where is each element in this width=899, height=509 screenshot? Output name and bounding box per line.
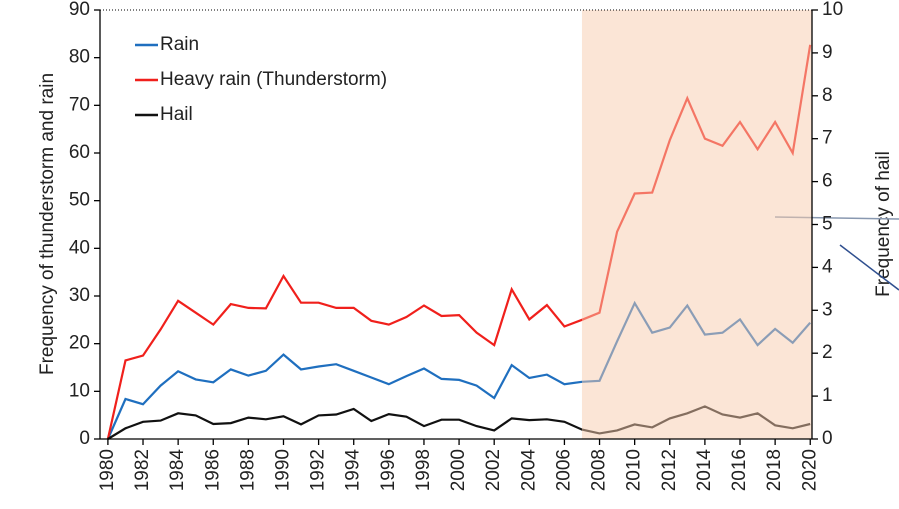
y-tick-label: 20 bbox=[69, 333, 90, 354]
legend-label: Heavy rain (Thunderstorm) bbox=[160, 69, 387, 90]
y-tick-label: 30 bbox=[69, 285, 90, 306]
y2-tick-label: 3 bbox=[822, 299, 833, 320]
y-tick-label: 0 bbox=[79, 428, 90, 449]
annotation-line bbox=[839, 244, 899, 291]
y2-tick-label: 8 bbox=[822, 85, 833, 106]
x-tick-label: 1982 bbox=[132, 449, 153, 491]
y-tick-label: 60 bbox=[69, 142, 90, 163]
y2-tick-label: 0 bbox=[822, 428, 833, 449]
y-axis-label: Frequency of thunderstorm and rain bbox=[37, 73, 58, 375]
x-tick-label: 2006 bbox=[553, 449, 574, 491]
x-tick-label: 2002 bbox=[483, 449, 504, 491]
legend-label: Hail bbox=[160, 104, 193, 125]
y2-tick-label: 5 bbox=[822, 214, 833, 235]
y2-tick-label: 9 bbox=[822, 42, 833, 63]
x-tick-label: 2014 bbox=[694, 449, 715, 492]
y-tick-label: 10 bbox=[69, 380, 90, 401]
y-tick-label: 90 bbox=[69, 0, 90, 20]
y2-tick-label: 4 bbox=[822, 256, 833, 277]
x-tick-label: 1984 bbox=[167, 449, 188, 492]
y2-axis-label: Frequency of hail bbox=[873, 151, 894, 297]
x-tick-label: 2018 bbox=[764, 449, 785, 491]
x-tick-label: 2000 bbox=[448, 449, 469, 491]
y-tick-label: 80 bbox=[69, 47, 90, 68]
y2-tick-label: 2 bbox=[822, 342, 833, 363]
x-tick-label: 2008 bbox=[589, 449, 610, 491]
y-tick-label: 50 bbox=[69, 190, 90, 211]
x-tick-label: 1998 bbox=[413, 449, 434, 491]
y2-tick-label: 10 bbox=[822, 0, 843, 20]
x-tick-label: 1986 bbox=[202, 449, 223, 491]
y2-tick-label: 6 bbox=[822, 171, 833, 192]
x-tick-label: 2010 bbox=[624, 449, 645, 491]
x-tick-label: 1994 bbox=[343, 449, 364, 492]
x-tick-label: 1990 bbox=[273, 449, 294, 491]
x-tick-label: 1988 bbox=[237, 449, 258, 491]
y-tick-label: 70 bbox=[69, 94, 90, 115]
x-tick-label: 2020 bbox=[799, 449, 820, 491]
x-tick-label: 2016 bbox=[729, 449, 750, 491]
legend-label: Rain bbox=[160, 34, 199, 55]
x-tick-label: 2004 bbox=[518, 449, 539, 492]
y-tick-label: 40 bbox=[69, 237, 90, 258]
y2-tick-label: 7 bbox=[822, 128, 833, 149]
x-tick-label: 2012 bbox=[659, 449, 680, 491]
y2-tick-label: 1 bbox=[822, 385, 833, 406]
x-tick-label: 1980 bbox=[97, 449, 118, 491]
x-tick-label: 1992 bbox=[308, 449, 329, 491]
x-tick-label: 1996 bbox=[378, 449, 399, 491]
shaded-period bbox=[581, 10, 812, 439]
